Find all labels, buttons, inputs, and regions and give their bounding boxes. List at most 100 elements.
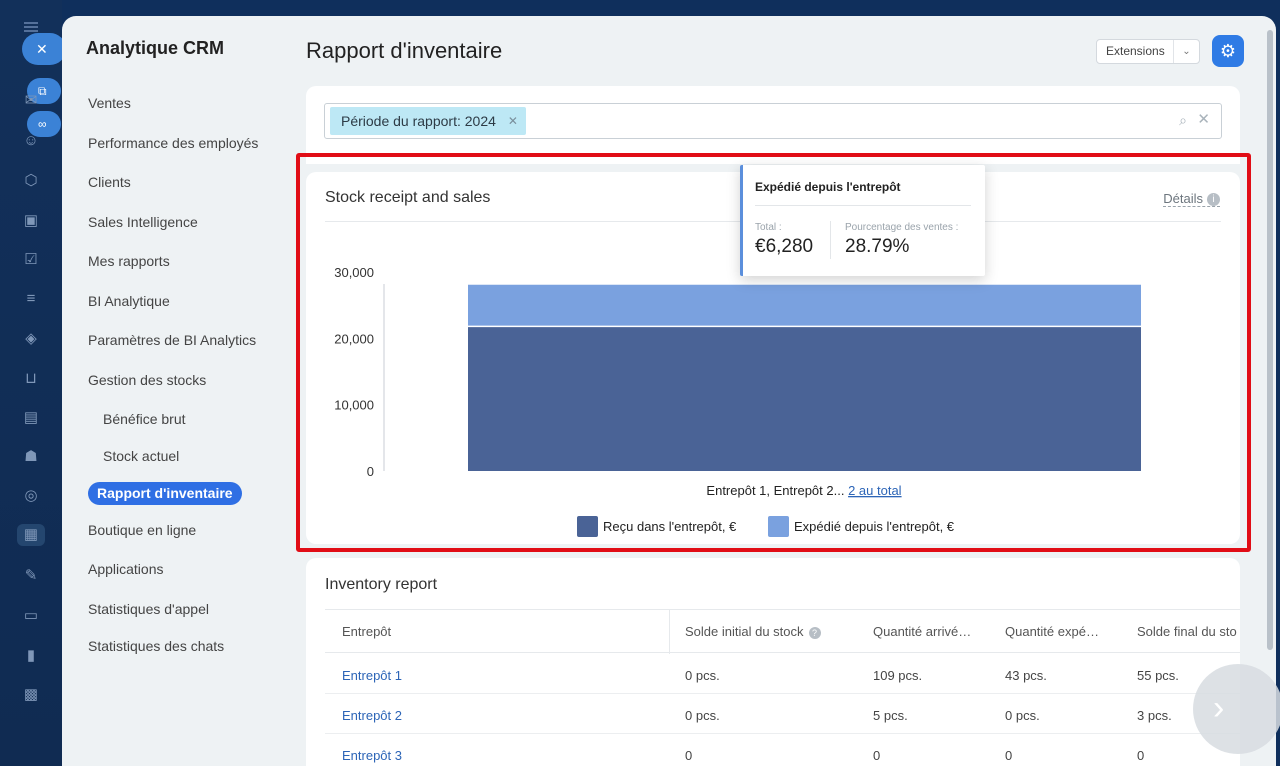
sidebar-item-mes-rapports[interactable]: Mes rapports (88, 253, 170, 269)
gear-icon: ⚙ (1219, 41, 1237, 61)
box-icon[interactable]: ◈ (25, 330, 37, 347)
extensions-button[interactable]: Extensions ⌄ (1096, 39, 1200, 64)
inventory-title: Inventory report (325, 576, 438, 593)
warehouse-link[interactable]: Entrepôt 2 (342, 708, 402, 723)
details-label: Détails (1163, 191, 1203, 206)
y-tick-label: 10,000 (334, 398, 374, 413)
contacts-icon[interactable]: ☺ (23, 132, 39, 149)
tooltip-percent-value: 28.79% (845, 236, 910, 257)
tooltip-total-value: €6,280 (755, 236, 814, 257)
robot-icon[interactable]: ☗ (24, 448, 38, 465)
inventory-card: Inventory report Entrepôt Solde initial … (306, 558, 1240, 766)
target-icon[interactable]: ◎ (24, 487, 38, 504)
settings-button[interactable]: ⚙ (1212, 35, 1244, 67)
hexagon-icon[interactable]: ⬡ (24, 172, 38, 189)
cell-quantity-shipped: 43 pcs. (1005, 668, 1047, 683)
filter-search-input[interactable]: Période du rapport: 2024 ✕ ⌕ ✕ (324, 103, 1222, 139)
total-link[interactable]: 2 au total (848, 483, 902, 498)
sidebar-subitem-gross-profit[interactable]: Bénéfice brut (103, 411, 186, 427)
sidebar-item-stock-management[interactable]: Gestion des stocks (88, 372, 207, 388)
tooltip-divider (755, 205, 971, 206)
sidebar-item-bi-analytique[interactable]: BI Analytique (88, 293, 170, 309)
column-divider[interactable] (669, 610, 670, 654)
funnel-icon[interactable]: ≡ (26, 290, 36, 307)
period-filter-chip[interactable]: Période du rapport: 2024 ✕ (330, 107, 526, 135)
tooltip-title: Expédié depuis l'entrepôt (755, 180, 901, 194)
tooltip-percent-label: Pourcentage des ventes : (845, 222, 959, 233)
remove-filter-icon[interactable]: ✕ (507, 114, 518, 128)
tooltip-total-label: Total : (755, 222, 782, 233)
cell-final-balance: 0 (1137, 748, 1145, 763)
cell-quantity-arrived: 5 pcs. (873, 708, 908, 723)
link-icon: ∞ (38, 117, 47, 131)
close-slider-button[interactable]: ✕ (22, 33, 66, 65)
extensions-label: Extensions (1106, 44, 1165, 58)
chart-title: Stock receipt and sales (325, 189, 491, 206)
sidebar-item-chat-stats[interactable]: Statistiques des chats (88, 638, 225, 654)
cell-initial-balance: 0 pcs. (685, 708, 720, 723)
sidebar-item-applications[interactable]: Applications (88, 561, 164, 577)
stacked-bar-chart: 0 10,000 20,000 30,000 Entrepôt 1, Entrepôt … (334, 265, 1141, 537)
details-link[interactable]: Détails i (1163, 191, 1220, 207)
close-icon: ✕ (36, 41, 48, 57)
cell-initial-balance: 0 (685, 748, 693, 763)
next-button[interactable]: › (1193, 664, 1280, 754)
copy-link-button[interactable]: ∞ (27, 111, 61, 137)
open-new-window-button[interactable]: ⧉ (27, 78, 61, 104)
y-tick-label: 0 (367, 464, 374, 479)
column-header-quantity-shipped[interactable]: Quantité expé… (1005, 624, 1099, 639)
analytics-sidebar: Analytique CRM Ventes Performance des em… (62, 16, 292, 766)
period-filter-label: Période du rapport: 2024 (341, 113, 496, 129)
task-icon[interactable]: ☑ (24, 251, 38, 268)
legend-swatch-1 (768, 516, 789, 537)
filter-card: Période du rapport: 2024 ✕ ⌕ ✕ (306, 86, 1240, 164)
column-header-initial-balance[interactable]: Solde initial du stock? (685, 624, 821, 639)
column-header-quantity-arrived[interactable]: Quantité arrivé… (873, 624, 972, 639)
table-row: Entrepôt 1 0 pcs. 109 pcs. 43 pcs. 55 pc… (325, 654, 1240, 694)
sidebar-item-sales-intelligence[interactable]: Sales Intelligence (88, 214, 198, 230)
column-header-initial-balance-label: Solde initial du stock (685, 624, 804, 639)
warehouse-link[interactable]: Entrepôt 1 (342, 668, 402, 683)
cell-final-balance: 55 pcs. (1137, 668, 1179, 683)
sidebar-item-performance[interactable]: Performance des employés (88, 135, 259, 151)
column-header-final-balance[interactable]: Solde final du sto (1137, 624, 1237, 639)
sidebar-item-ventes[interactable]: Ventes (88, 95, 131, 111)
info-icon[interactable]: i (1207, 193, 1220, 206)
clear-icon[interactable]: ✕ (1197, 111, 1210, 128)
menu-icon[interactable] (24, 22, 38, 24)
monitor-icon[interactable]: ▣ (23, 212, 39, 229)
inventory-icon[interactable]: ▦ (17, 524, 45, 546)
mail-icon[interactable]: ✉ (24, 92, 38, 109)
sidebar-item-call-stats[interactable]: Statistiques d'appel (88, 601, 209, 617)
chevron-down-icon[interactable]: ⌄ (1173, 40, 1199, 63)
document-icon[interactable]: ▭ (23, 607, 39, 624)
y-tick-label: 20,000 (334, 331, 374, 346)
sidebar-item-clients[interactable]: Clients (88, 174, 131, 190)
sidebar-item-bi-settings[interactable]: Paramètres de BI Analytics (88, 332, 257, 348)
app-rail: ✕ ⧉ ∞ ✉ ☺ ⬡ ▣ ☑ ≡ ◈ ⊔ ▤ ☗ ◎ ▦ ✎ ▭ ▮ ▩ (0, 0, 66, 766)
sidebar-item-online-store[interactable]: Boutique en ligne (88, 522, 197, 538)
scrollbar[interactable] (1267, 30, 1273, 650)
bar-chart-icon[interactable]: ▮ (26, 647, 36, 664)
tooltip-column-divider (830, 221, 831, 259)
sidebar-subitem-current-stock[interactable]: Stock actuel (103, 448, 180, 464)
cell-quantity-shipped: 0 pcs. (1005, 708, 1040, 723)
column-header-warehouse[interactable]: Entrepôt (342, 624, 392, 639)
warehouse-link[interactable]: Entrepôt 3 (342, 748, 402, 763)
sidebar-subitem-inventory-report[interactable]: Rapport d'inventaire (88, 482, 242, 505)
id-card-icon[interactable]: ▤ (23, 409, 39, 426)
bar-segment-0 (468, 326, 1141, 471)
sidebar-title: Analytique CRM (86, 38, 225, 58)
pencil-icon[interactable]: ✎ (24, 567, 38, 584)
help-icon[interactable]: ? (808, 627, 821, 639)
cell-quantity-arrived: 0 (873, 748, 881, 763)
y-tick-label: 30,000 (334, 265, 374, 280)
legend-label-1: Expédié depuis l'entrepôt, € (794, 519, 955, 534)
chevron-right-icon: › (1213, 689, 1225, 727)
chart-tooltip: Expédié depuis l'entrepôt Total : €6,280… (740, 165, 985, 276)
cell-quantity-arrived: 109 pcs. (873, 668, 923, 683)
search-icon[interactable]: ⌕ (1179, 112, 1187, 128)
x-category-label: Entrepôt 1, Entrepôt 2... 2 au total (706, 483, 901, 498)
grid-icon[interactable]: ▩ (23, 686, 39, 703)
cart-icon[interactable]: ⊔ (25, 370, 37, 387)
